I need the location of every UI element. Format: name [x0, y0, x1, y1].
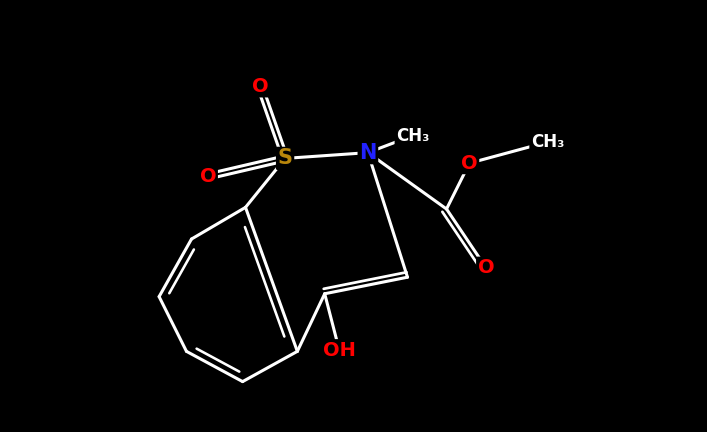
- Text: O: O: [461, 154, 478, 173]
- Text: O: O: [478, 258, 494, 277]
- Text: CH₃: CH₃: [396, 127, 429, 145]
- Text: N: N: [359, 143, 377, 162]
- Text: O: O: [252, 77, 268, 96]
- Text: S: S: [278, 149, 293, 168]
- Text: CH₃: CH₃: [531, 133, 564, 151]
- Text: O: O: [200, 167, 216, 186]
- Text: OH: OH: [323, 341, 356, 360]
